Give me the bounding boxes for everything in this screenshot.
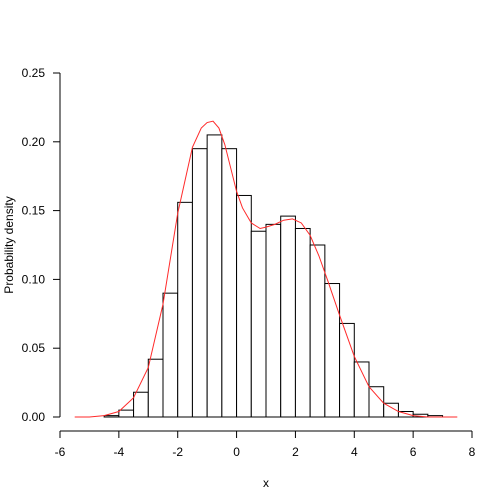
x-tick-label: -6 (55, 445, 66, 459)
histogram-bar (309, 244, 326, 418)
x-tick-label: 0 (233, 445, 240, 459)
x-tick-label: -2 (172, 445, 183, 459)
y-axis-label: Probability density (2, 196, 16, 293)
x-tick-label: 6 (410, 445, 417, 459)
histogram-bar (118, 409, 135, 418)
histogram-bar (250, 230, 267, 418)
histogram-bar (103, 415, 120, 418)
y-tick-label: 0.25 (22, 66, 46, 80)
histogram-bar (383, 402, 399, 418)
histogram-bar (147, 358, 164, 418)
histogram-bar (353, 361, 370, 418)
histogram-bar (294, 227, 311, 418)
y-tick-label: 0.15 (22, 204, 46, 218)
histogram-bar (339, 322, 355, 418)
y-tick-label: 0.05 (22, 341, 46, 355)
x-tick-label: -4 (114, 445, 125, 459)
histogram-bar (206, 134, 223, 418)
histogram-bar (368, 386, 385, 418)
density-curve (74, 120, 458, 418)
histogram-bar (236, 194, 252, 418)
y-axis: 0.00 0.05 0.10 0.15 0.20 0.25 (22, 66, 61, 424)
histogram-bar (162, 292, 179, 418)
histogram-bar (177, 201, 193, 418)
histogram-bar (265, 223, 282, 418)
x-axis: -6 -4 -2 0 2 4 6 8 (55, 430, 476, 459)
histogram-bar (324, 283, 341, 418)
x-tick-label: 4 (351, 445, 358, 459)
x-tick-label: 2 (292, 445, 299, 459)
histogram-bar (191, 148, 208, 418)
histogram-bar (221, 148, 238, 418)
histogram-bar (133, 391, 149, 418)
x-tick-label: 8 (469, 445, 476, 459)
histogram-bars (103, 134, 444, 418)
y-tick-label: 0.00 (22, 410, 46, 424)
y-tick-label: 0.10 (22, 272, 46, 286)
histogram-bar (280, 215, 296, 418)
y-tick-label: 0.20 (22, 135, 46, 149)
x-axis-label: x (263, 476, 269, 490)
